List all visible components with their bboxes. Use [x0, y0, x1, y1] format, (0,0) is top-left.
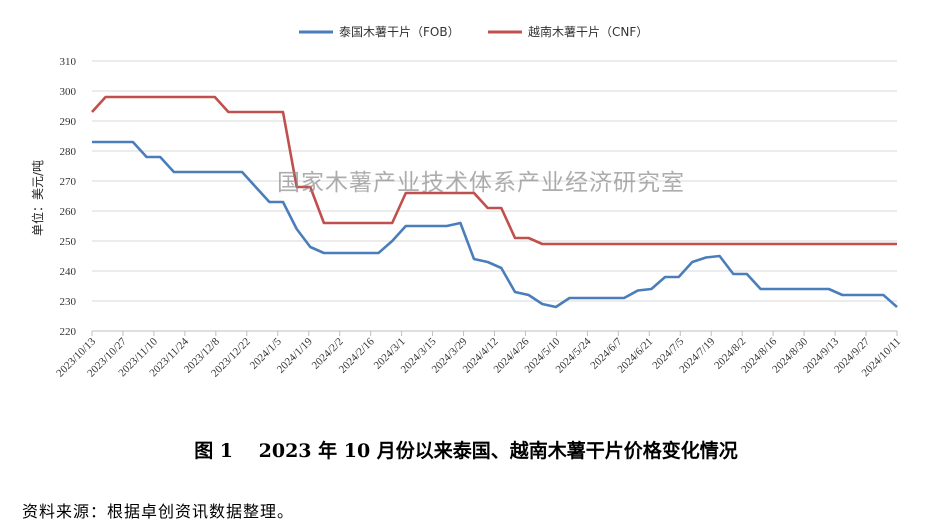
legend-label: 泰国木薯干片（FOB）: [339, 25, 460, 39]
y-axis-ticks: 220 230 240 250 260 270 280 290 300 310: [60, 56, 77, 338]
y-axis-label: 单位：美元/吨: [30, 160, 45, 236]
series-lines: [91, 95, 898, 309]
y-tick-label: 310: [60, 56, 77, 68]
series-line-1: [91, 95, 897, 246]
x-axis-ticks: 2023/10/132023/10/272023/11/102023/11/24…: [54, 331, 903, 380]
y-tick-label: 300: [60, 86, 77, 98]
price-line-chart: 220 230 240 250 260 270 280 290 300 310 2023/10/1…: [30, 24, 903, 380]
y-tick-label: 250: [60, 236, 77, 248]
series-line-0: [92, 140, 898, 309]
y-tick-label: 280: [60, 146, 77, 158]
y-tick-label: 230: [60, 296, 77, 308]
figure-caption: 图 1 2023 年 10 月份以来泰国、越南木薯干片价格变化情况: [194, 440, 738, 462]
y-tick-label: 240: [60, 266, 77, 278]
y-tick-label: 260: [60, 206, 77, 218]
watermark: 国家木薯产业技术体系产业经济研究室: [277, 170, 685, 196]
grid-lines: [92, 60, 897, 302]
data-source-note: 资料来源：根据卓创资讯数据整理。: [22, 502, 295, 521]
y-tick-label: 220: [60, 326, 77, 338]
legend: 泰国木薯干片（FOB） 越南木薯干片（CNF）: [299, 24, 648, 39]
y-tick-label: 270: [60, 176, 77, 188]
legend-label: 越南木薯干片（CNF）: [528, 24, 648, 39]
y-tick-label: 290: [60, 116, 77, 128]
